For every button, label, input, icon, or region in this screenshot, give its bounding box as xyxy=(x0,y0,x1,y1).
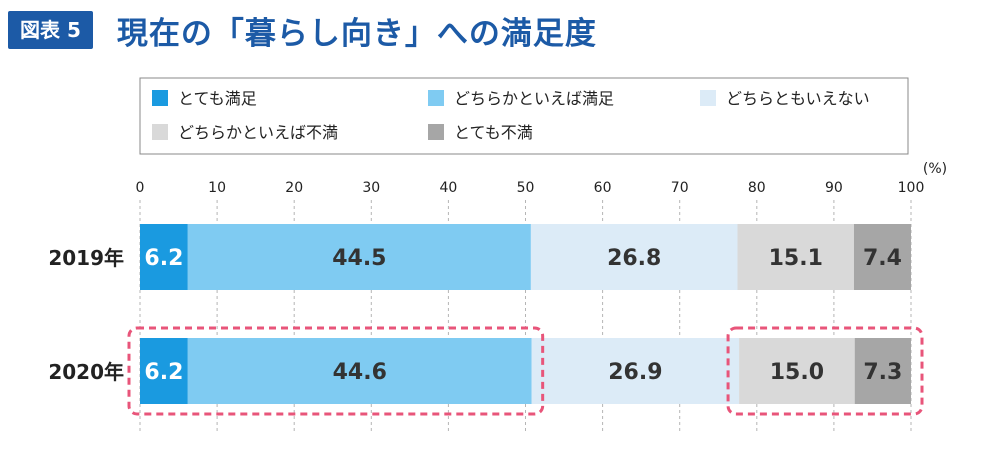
data-label: 44.6 xyxy=(333,360,387,385)
bar-segment xyxy=(737,224,854,290)
bar-segment xyxy=(187,338,532,404)
x-axis-ticks: 0 10 20 30 40 50 60 70 80 90 100 xyxy=(136,180,925,196)
highlight-box xyxy=(726,326,924,416)
legend-label-2: どちらかといえば満足 xyxy=(454,89,614,108)
data-label: 7.4 xyxy=(863,246,902,271)
highlight-boxes xyxy=(127,326,924,416)
x-tick-label: 50 xyxy=(517,180,535,196)
bar-segment xyxy=(853,224,911,290)
bar-segment xyxy=(531,338,740,404)
data-label: 6.2 xyxy=(144,360,183,385)
bar-segment xyxy=(854,338,911,404)
unit-label: (%) xyxy=(923,161,947,177)
data-label: 26.8 xyxy=(607,246,661,271)
legend-swatch-3 xyxy=(700,90,716,106)
category-label: 2020年 xyxy=(48,360,124,384)
legend-swatch-1 xyxy=(152,90,168,106)
x-tick-label: 30 xyxy=(362,180,380,196)
bar-segment xyxy=(739,338,855,404)
data-label: 44.5 xyxy=(332,246,386,271)
legend-swatch-4 xyxy=(152,124,168,140)
bar-segment xyxy=(530,224,738,290)
legend-label-3: どちらともいえない xyxy=(726,89,870,108)
legend-swatch-5 xyxy=(428,124,444,140)
chart-title: 現在の「暮らし向き」への満足度 xyxy=(116,15,597,52)
x-tick-label: 20 xyxy=(285,180,303,196)
category-label: 2019年 xyxy=(48,246,124,270)
legend-label-1: とても満足 xyxy=(178,89,257,108)
data-label: 7.3 xyxy=(863,360,902,385)
chart-header: 図表 5 現在の「暮らし向き」への満足度 xyxy=(8,8,597,52)
bars: 6.2 44.5 26.8 15.1 7.4 6.2 44.6 26.9 15.0 7.3 xyxy=(140,224,911,404)
data-label: 15.0 xyxy=(770,360,824,385)
data-label: 6.2 xyxy=(144,246,183,271)
legend-label-4: どちらかといえば不満 xyxy=(178,123,338,142)
x-tick-label: 80 xyxy=(748,180,766,196)
x-tick-label: 10 xyxy=(208,180,226,196)
highlight-box xyxy=(127,326,545,416)
x-tick-label: 60 xyxy=(594,180,612,196)
data-label: 15.1 xyxy=(769,246,823,271)
x-tick-label: 90 xyxy=(825,180,843,196)
figure-badge: 図表 5 xyxy=(8,11,93,49)
legend-box xyxy=(139,77,909,155)
bar-segment xyxy=(140,338,188,404)
x-tick-label: 0 xyxy=(136,180,145,196)
legend-swatch-2 xyxy=(428,90,444,106)
bar-segment xyxy=(140,224,188,290)
bar-segment xyxy=(187,224,531,290)
legend-label-5: とても不満 xyxy=(454,123,533,142)
category-labels: 2019年 2020年 xyxy=(48,246,124,384)
x-tick-label: 40 xyxy=(439,180,457,196)
x-tick-label: 70 xyxy=(671,180,689,196)
x-tick-label: 100 xyxy=(898,180,925,196)
data-label: 26.9 xyxy=(608,360,662,385)
